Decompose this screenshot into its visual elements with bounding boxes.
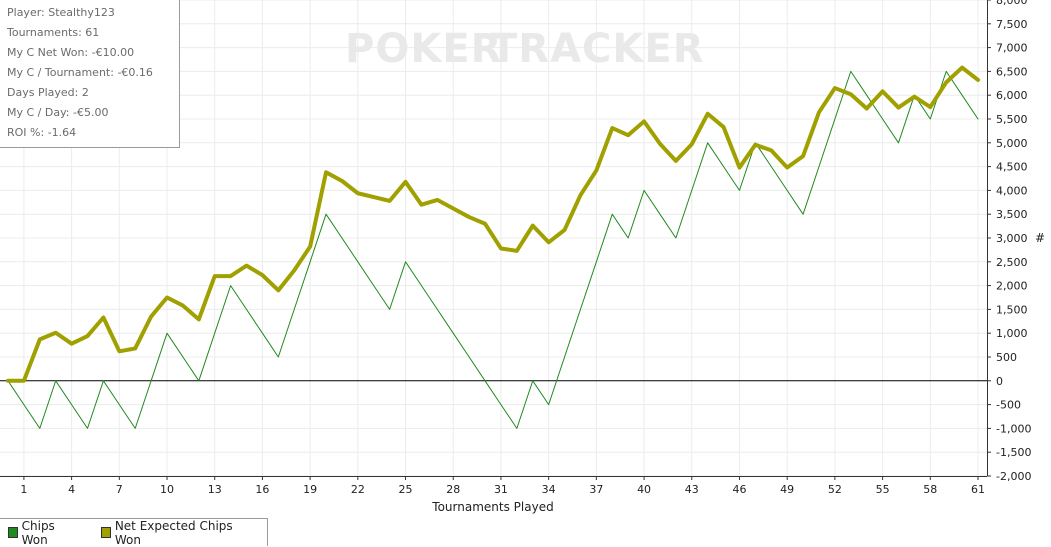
x-tick-label: 31 <box>494 483 508 496</box>
y-axis-title: # <box>1035 231 1045 245</box>
stat-per-day: My C / Day: -€5.00 <box>7 106 109 119</box>
y-tick-label: 7,000 <box>996 42 1028 55</box>
y-tick-label: 8,000 <box>996 0 1028 7</box>
x-tick-label: 55 <box>876 483 890 496</box>
legend-item-net-expected[interactable]: Net Expected Chips Won <box>101 519 241 547</box>
y-tick-labels: -2,000 -1,500 -1,000 -500 0 500 1,000 1,500 2,00… <box>996 0 1031 483</box>
x-tick-label: 19 <box>303 483 317 496</box>
watermark: POKER TRACKER <box>345 26 705 72</box>
x-tick-label: 10 <box>160 483 174 496</box>
y-tick-label: 2,500 <box>996 256 1028 269</box>
x-tick-label: 46 <box>732 483 746 496</box>
y-tick-label: -500 <box>996 399 1021 412</box>
y-tick-label: 5,000 <box>996 137 1028 150</box>
x-tick-label: 52 <box>828 483 842 496</box>
legend-swatch-net-expected <box>101 527 111 538</box>
axes <box>0 0 991 480</box>
legend: Chips Won Net Expected Chips Won <box>0 518 268 547</box>
stat-net-won: My C Net Won: -€10.00 <box>7 46 135 59</box>
legend-label-chips-won: Chips Won <box>21 518 55 547</box>
grid-lines <box>0 0 987 477</box>
stat-days-played: Days Played: 2 <box>7 86 89 99</box>
y-tick-label: 1,500 <box>996 303 1028 316</box>
y-tick-label: 1,000 <box>996 327 1028 340</box>
legend-item-chips-won[interactable]: Chips Won <box>8 519 75 547</box>
x-tick-label: 34 <box>542 483 556 496</box>
watermark-poker: POKER <box>345 26 502 72</box>
y-tick-label: 4,500 <box>996 161 1028 174</box>
x-tick-label: 37 <box>589 483 603 496</box>
y-tick-label: 500 <box>996 351 1017 364</box>
stat-player: Player: Stealthy123 <box>7 6 115 19</box>
y-tick-label: 3,000 <box>996 232 1028 245</box>
stat-roi: ROI %: -1.64 <box>7 126 77 139</box>
x-tick-label: 61 <box>971 483 985 496</box>
series-lines <box>6 65 980 429</box>
y-tick-label: 7,500 <box>996 18 1028 31</box>
x-tick-label: 28 <box>446 483 460 496</box>
x-tick-label: 43 <box>685 483 699 496</box>
y-tick-label: 5,500 <box>996 113 1028 126</box>
series-line-net-expected-chips-won <box>6 65 980 383</box>
y-tick-label: 6,000 <box>996 89 1028 102</box>
y-tick-label: 0 <box>996 375 1003 388</box>
x-tick-label: 13 <box>208 483 222 496</box>
x-tick-label: 4 <box>68 483 75 496</box>
player-stats-box: Player: Stealthy123 Tournaments: 61 My C… <box>0 0 180 148</box>
y-tick-label: -1,000 <box>996 422 1031 435</box>
series-line-chips-won <box>7 70 979 429</box>
y-tick-label: -2,000 <box>996 470 1031 483</box>
x-tick-label: 1 <box>20 483 27 496</box>
x-tick-label: 16 <box>255 483 269 496</box>
y-tick-label: 6,500 <box>996 65 1028 78</box>
x-tick-label: 58 <box>923 483 937 496</box>
y-tick-label: 2,000 <box>996 280 1028 293</box>
watermark-tracker: TRACKER <box>490 26 705 72</box>
y-tick-label: 4,000 <box>996 184 1028 197</box>
x-tick-label: 49 <box>780 483 794 496</box>
legend-swatch-chips-won <box>8 527 18 538</box>
x-tick-label: 40 <box>637 483 651 496</box>
x-axis-title: Tournaments Played <box>431 500 553 514</box>
x-tick-label: 7 <box>116 483 123 496</box>
legend-label-net-expected: Net Expected Chips Won <box>114 518 233 547</box>
x-tick-labels: 1 4 7 10 13 16 19 22 25 28 31 34 37 40 43 46 49 52 55 58 61 <box>20 483 985 496</box>
y-tick-label: -1,500 <box>996 446 1031 459</box>
stat-tournaments: Tournaments: 61 <box>7 26 100 39</box>
x-tick-label: 22 <box>351 483 365 496</box>
y-tick-label: 3,500 <box>996 208 1028 221</box>
stat-per-tournament: My C / Tournament: -€0.16 <box>7 66 153 79</box>
x-tick-label: 25 <box>399 483 413 496</box>
